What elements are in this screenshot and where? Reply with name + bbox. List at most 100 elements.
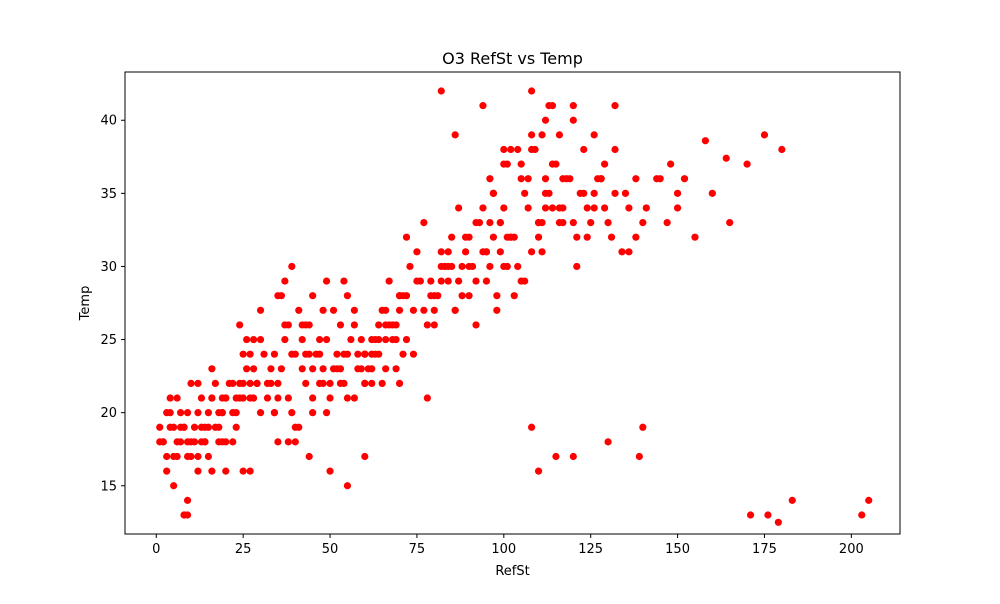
- data-point: [395, 292, 404, 300]
- data-point: [583, 204, 591, 212]
- data-point: [263, 379, 272, 388]
- data-point: [249, 335, 258, 344]
- data-point: [177, 423, 185, 431]
- data-point: [347, 335, 355, 344]
- data-point: [232, 423, 240, 431]
- data-point: [576, 189, 584, 197]
- data-point: [163, 467, 171, 475]
- data-point: [343, 394, 352, 402]
- data-point: [190, 438, 199, 446]
- data-point: [722, 154, 730, 162]
- y-tick-label: 40: [100, 114, 117, 129]
- data-point: [309, 409, 317, 417]
- data-point: [528, 131, 536, 139]
- data-point: [545, 102, 553, 110]
- data-point: [632, 233, 640, 241]
- data-point: [618, 248, 626, 256]
- data-point: [326, 379, 334, 388]
- data-point: [319, 379, 327, 388]
- data-point: [236, 321, 244, 329]
- data-point: [580, 145, 588, 154]
- data-point: [701, 137, 709, 145]
- data-point: [437, 87, 445, 95]
- data-point: [528, 87, 536, 95]
- data-point: [656, 175, 664, 183]
- data-point: [569, 452, 577, 461]
- data-point: [208, 365, 216, 373]
- data-point: [183, 409, 192, 417]
- data-point: [190, 423, 199, 431]
- data-point: [295, 306, 303, 314]
- data-point: [858, 511, 866, 519]
- data-points: [156, 87, 873, 526]
- data-point: [601, 204, 609, 212]
- data-point: [222, 438, 230, 446]
- data-point: [437, 248, 445, 256]
- data-point: [632, 175, 640, 183]
- data-point: [281, 335, 289, 344]
- data-point: [277, 365, 285, 373]
- data-point: [680, 175, 689, 183]
- data-point: [528, 145, 536, 154]
- data-point: [274, 438, 282, 446]
- x-axis-label: RefSt: [495, 564, 529, 579]
- data-point: [486, 218, 494, 227]
- data-point: [472, 277, 480, 285]
- data-point: [458, 292, 466, 300]
- data-point: [260, 350, 268, 358]
- data-point: [538, 248, 546, 256]
- data-point: [281, 321, 289, 329]
- x-axis-ticks: 0 25 50 75 100 125 150 175 200: [152, 534, 864, 557]
- data-point: [493, 292, 501, 300]
- data-point: [458, 262, 466, 271]
- data-point: [173, 452, 181, 461]
- data-point: [239, 467, 247, 475]
- data-point: [788, 496, 796, 504]
- data-point: [392, 321, 400, 329]
- data-point: [263, 394, 272, 402]
- data-point: [528, 248, 536, 256]
- data-point: [284, 394, 292, 402]
- data-point: [326, 467, 334, 475]
- data-point: [517, 175, 525, 183]
- data-point: [305, 350, 313, 358]
- data-point: [500, 160, 508, 168]
- data-point: [361, 350, 369, 358]
- data-point: [309, 394, 317, 402]
- data-point: [465, 292, 473, 300]
- data-point: [521, 189, 529, 197]
- data-point: [500, 145, 508, 154]
- data-point: [319, 365, 327, 373]
- data-point: [305, 452, 313, 461]
- data-point: [350, 321, 358, 329]
- data-point: [486, 262, 494, 271]
- data-point: [534, 233, 543, 241]
- data-point: [573, 262, 581, 271]
- data-point: [177, 409, 185, 417]
- data-point: [406, 262, 414, 271]
- data-point: [343, 482, 352, 490]
- data-point: [524, 204, 532, 212]
- data-point: [322, 335, 331, 344]
- data-point: [569, 102, 577, 110]
- data-point: [375, 350, 383, 358]
- data-point: [382, 365, 390, 373]
- data-point: [611, 145, 619, 154]
- data-point: [538, 131, 546, 139]
- data-point: [691, 233, 699, 241]
- data-point: [298, 365, 306, 373]
- data-point: [222, 467, 230, 475]
- data-point: [246, 379, 254, 388]
- data-point: [298, 321, 306, 329]
- data-point: [642, 204, 650, 212]
- data-point: [274, 394, 282, 402]
- data-point: [277, 292, 285, 300]
- data-point: [156, 423, 164, 431]
- data-point: [274, 379, 282, 388]
- data-point: [246, 350, 254, 358]
- data-point: [291, 438, 299, 446]
- data-point: [764, 511, 772, 519]
- data-point: [423, 394, 431, 402]
